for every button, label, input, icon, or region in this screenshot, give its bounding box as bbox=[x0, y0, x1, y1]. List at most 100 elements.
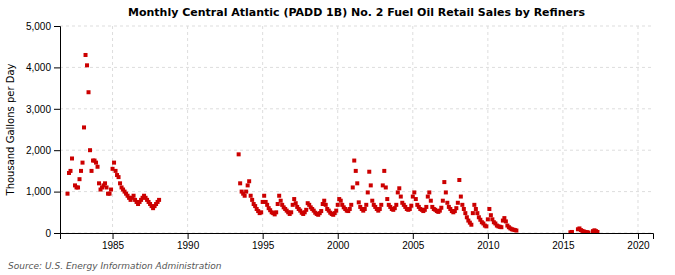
point bbox=[109, 188, 113, 192]
point bbox=[274, 210, 278, 214]
point bbox=[85, 63, 89, 67]
point bbox=[472, 203, 476, 207]
point bbox=[117, 175, 121, 179]
x-grid-line bbox=[487, 26, 488, 233]
point bbox=[355, 181, 359, 185]
point bbox=[105, 185, 109, 189]
point bbox=[489, 213, 493, 217]
point bbox=[246, 183, 250, 187]
x-grid-line bbox=[112, 26, 113, 233]
y-tick-mark bbox=[54, 26, 60, 27]
point bbox=[238, 181, 242, 185]
y-tick: 3,000 bbox=[26, 104, 60, 115]
x-grid-line bbox=[412, 26, 413, 233]
point bbox=[247, 179, 251, 183]
y-tick-mark bbox=[54, 109, 60, 110]
y-tick-label: 2,000 bbox=[26, 145, 51, 156]
x-grid-line bbox=[562, 26, 563, 233]
x-tick: 2000 bbox=[327, 233, 350, 251]
x-tick: 1990 bbox=[177, 233, 200, 251]
point bbox=[457, 178, 461, 182]
x-tick-label: 2010 bbox=[477, 240, 500, 251]
x-tick: 2020 bbox=[627, 233, 650, 251]
point bbox=[114, 169, 118, 173]
point bbox=[399, 195, 403, 199]
x-tick-label: 2005 bbox=[402, 240, 425, 251]
x-grid-line bbox=[637, 26, 638, 233]
y-axis: 01,0002,0003,0004,0005,000 bbox=[26, 21, 61, 239]
y-grid-line bbox=[60, 191, 653, 192]
plot-area bbox=[66, 53, 600, 233]
point bbox=[262, 194, 266, 198]
point bbox=[445, 201, 449, 205]
point bbox=[66, 192, 70, 196]
point bbox=[324, 203, 328, 207]
point bbox=[96, 165, 100, 169]
x-axis: 19851990199520002005201020152020 bbox=[61, 233, 654, 251]
source-note: Source: U.S. Energy Information Administ… bbox=[8, 261, 222, 271]
point bbox=[97, 181, 101, 185]
point bbox=[69, 169, 73, 173]
point bbox=[396, 190, 400, 194]
point bbox=[88, 148, 92, 152]
point bbox=[84, 53, 88, 57]
y-tick-label: 5,000 bbox=[26, 21, 51, 32]
x-tick: 2010 bbox=[477, 233, 500, 251]
point bbox=[103, 181, 107, 185]
point bbox=[469, 223, 473, 227]
y-tick: 0 bbox=[45, 228, 60, 239]
x-tick-mark bbox=[113, 233, 114, 239]
point bbox=[243, 194, 247, 198]
point bbox=[244, 190, 248, 194]
point bbox=[348, 207, 352, 211]
point bbox=[76, 185, 80, 189]
chart: 1985199019952000200520102015202001,0002,… bbox=[0, 0, 675, 275]
point bbox=[475, 211, 479, 215]
x-grid-line bbox=[337, 26, 338, 233]
point bbox=[354, 169, 358, 173]
x-axis-line bbox=[61, 234, 654, 240]
point bbox=[486, 217, 490, 221]
point bbox=[349, 203, 353, 207]
y-grid-line bbox=[60, 108, 653, 109]
point bbox=[279, 199, 283, 203]
y-tick-label: 4,000 bbox=[26, 62, 51, 73]
x-tick: 2005 bbox=[402, 233, 425, 251]
grid bbox=[60, 26, 653, 233]
point bbox=[366, 190, 370, 194]
x-tick: 1985 bbox=[102, 233, 125, 251]
point bbox=[351, 185, 355, 189]
point bbox=[277, 194, 281, 198]
x-grid-line bbox=[187, 26, 188, 233]
y-tick-label: 0 bbox=[45, 228, 51, 239]
y-tick-label: 3,000 bbox=[26, 104, 51, 115]
point bbox=[322, 199, 326, 203]
point bbox=[462, 207, 466, 211]
y-grid-line bbox=[60, 67, 653, 68]
point bbox=[249, 194, 253, 198]
point bbox=[484, 224, 488, 228]
y-tick: 4,000 bbox=[26, 62, 60, 73]
x-tick-label: 2020 bbox=[627, 240, 650, 251]
x-tick-mark bbox=[338, 233, 339, 239]
point bbox=[78, 177, 82, 181]
point bbox=[304, 208, 308, 212]
point bbox=[397, 186, 401, 190]
point bbox=[336, 203, 340, 207]
point bbox=[108, 192, 112, 196]
y-tick-mark bbox=[54, 150, 60, 151]
point bbox=[339, 199, 343, 203]
point bbox=[471, 211, 475, 215]
point bbox=[463, 211, 467, 215]
point bbox=[414, 197, 418, 201]
point bbox=[441, 199, 445, 203]
x-tick-label: 1985 bbox=[102, 240, 125, 251]
point bbox=[132, 194, 136, 198]
point bbox=[499, 225, 503, 229]
point bbox=[352, 159, 356, 163]
point bbox=[427, 190, 431, 194]
y-axis-label: Thousand Gallons per Day bbox=[5, 63, 16, 196]
point bbox=[487, 207, 491, 211]
point bbox=[442, 180, 446, 184]
x-tick-mark bbox=[488, 233, 489, 239]
